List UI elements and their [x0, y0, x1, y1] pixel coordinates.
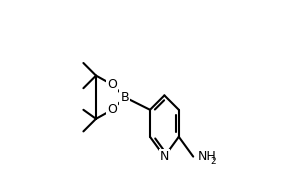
Text: O: O — [107, 103, 117, 116]
Text: 2: 2 — [210, 158, 216, 166]
Text: O: O — [107, 78, 117, 91]
Text: NH: NH — [198, 150, 217, 163]
Text: B: B — [121, 91, 129, 104]
Text: N: N — [160, 150, 169, 163]
